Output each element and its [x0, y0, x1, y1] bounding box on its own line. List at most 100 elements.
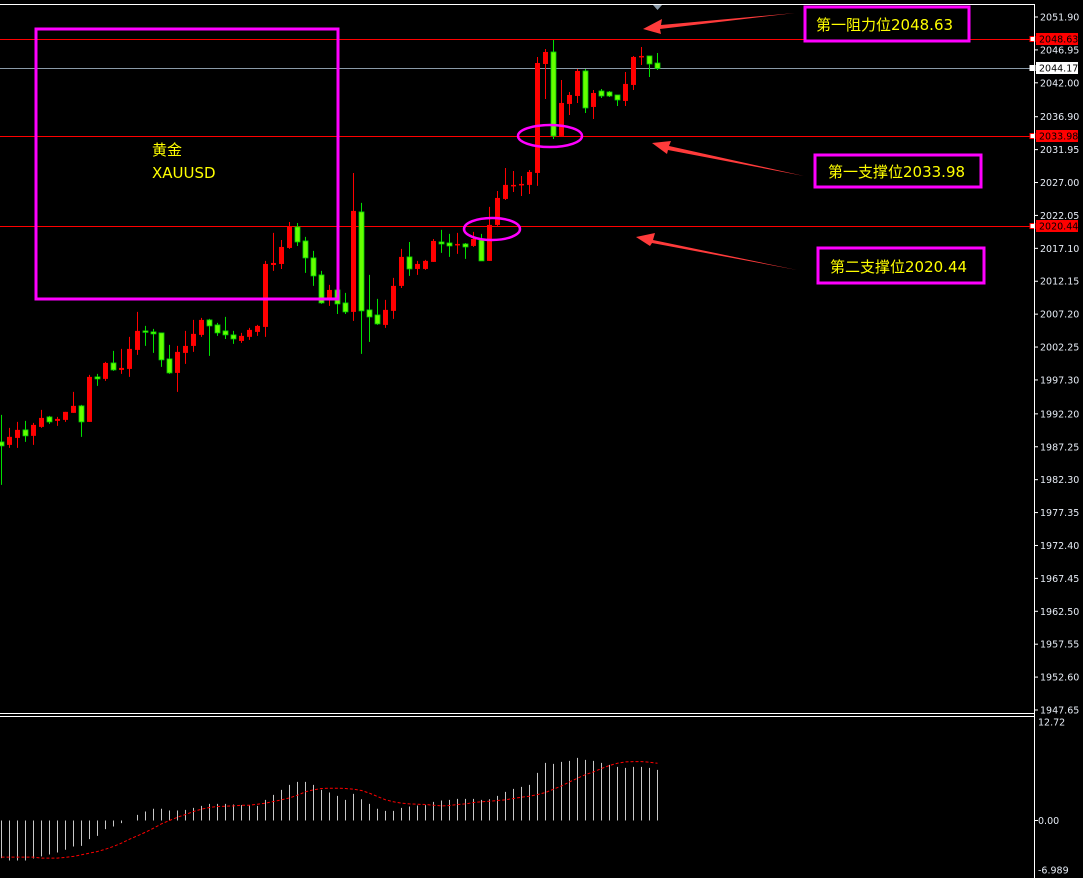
- candle-body: [46, 416, 53, 423]
- candle-body: [351, 210, 356, 312]
- candle-body: [7, 436, 12, 445]
- candle-body: [471, 238, 476, 246]
- price-tick-label: 2017.10: [1040, 244, 1079, 255]
- price-tag-label: 2033.98: [1039, 132, 1078, 143]
- candle-body: [206, 319, 213, 327]
- candle-bearish: [462, 242, 469, 259]
- price-tag: [1036, 33, 1078, 45]
- candle-bearish: [302, 236, 309, 273]
- candle-body: [567, 94, 572, 104]
- candle-body: [654, 62, 661, 69]
- price-tick-label: 2046.95: [1040, 45, 1079, 56]
- candle-body: [358, 211, 365, 312]
- arrow-icon: [652, 141, 804, 176]
- candle-bullish: [71, 391, 76, 413]
- candle-body: [199, 319, 204, 335]
- candle-bullish: [31, 422, 36, 445]
- candle-bullish: [351, 172, 356, 321]
- annotation-support-2: 第二支撑位2020.44: [816, 246, 986, 285]
- price-tick-label: 2002.25: [1040, 343, 1079, 354]
- macd-tick-label: -6.989: [1038, 866, 1069, 877]
- price-tag: [1036, 130, 1078, 142]
- candle-bullish: [575, 68, 580, 103]
- candle-body: [55, 418, 60, 421]
- candle-body: [78, 405, 85, 423]
- candle-bearish: [150, 328, 157, 353]
- candle-body: [39, 417, 44, 427]
- candle-body: [543, 51, 548, 64]
- macd-panel: [1, 757, 658, 861]
- candle-body: [183, 345, 188, 353]
- candle-bearish: [614, 94, 621, 106]
- candle-bullish: [271, 232, 276, 271]
- candle-body: [31, 424, 36, 436]
- candle-bullish: [119, 348, 124, 374]
- candle-body: [87, 376, 92, 422]
- candle-bullish: [591, 89, 596, 119]
- candle-bearish: [94, 373, 101, 386]
- candle-bullish: [183, 330, 188, 364]
- price-tag-label: 2048.63: [1039, 35, 1078, 46]
- candle-body: [310, 257, 317, 277]
- candle-bullish: [191, 319, 196, 352]
- chart-shift-marker-icon[interactable]: [653, 5, 662, 10]
- candle-body: [399, 256, 404, 286]
- candle-body: [0, 441, 5, 447]
- arrow-icon: [643, 13, 795, 34]
- candle-body: [455, 243, 460, 246]
- candle-bearish: [46, 415, 53, 424]
- candle-body: [342, 302, 349, 313]
- price-tick-label: 1972.40: [1040, 541, 1079, 552]
- candle-body: [639, 55, 644, 58]
- candle-body: [222, 330, 229, 336]
- price-tick-label: 1967.45: [1040, 574, 1079, 585]
- candle-bearish: [294, 222, 301, 246]
- candle-bearish: [78, 404, 85, 437]
- candle-body: [495, 197, 500, 225]
- candle-bearish: [654, 52, 661, 70]
- price-tick-label: 1987.25: [1040, 442, 1079, 453]
- price-tick-label: 2012.15: [1040, 277, 1079, 288]
- candle-body: [527, 171, 532, 185]
- candle-body: [15, 429, 20, 438]
- candle-body: [230, 334, 237, 340]
- candle-bullish: [519, 175, 524, 196]
- candle-bearish: [438, 229, 445, 253]
- candle-bearish: [582, 68, 589, 113]
- candle-bearish: [598, 88, 605, 98]
- candle-body: [423, 260, 428, 269]
- price-tag: [1036, 62, 1078, 74]
- candle-bullish: [7, 427, 12, 448]
- candle-body: [614, 94, 621, 101]
- candle-bullish: [639, 46, 644, 65]
- candle-bullish: [327, 284, 332, 306]
- price-tick-label: 1957.55: [1040, 640, 1079, 651]
- candle-body: [503, 184, 508, 199]
- candle-body: [519, 183, 524, 186]
- candle-body: [103, 362, 108, 379]
- candle-bearish: [366, 274, 373, 342]
- price-tick-label: 1997.30: [1040, 375, 1079, 386]
- candle-body: [487, 224, 492, 261]
- candle-bullish: [239, 332, 244, 343]
- macd-tick-label: 0.00: [1038, 816, 1059, 827]
- candle-body: [110, 362, 117, 371]
- candle-body: [591, 92, 596, 107]
- candle-body: [94, 376, 101, 380]
- candle-body: [623, 83, 628, 101]
- candle-bullish: [39, 409, 44, 428]
- price-tick-label: 1977.35: [1040, 508, 1079, 519]
- price-tick-label: 2027.00: [1040, 178, 1079, 189]
- candle-bullish: [631, 55, 636, 90]
- candle-body: [271, 262, 276, 265]
- candle-body: [511, 184, 516, 187]
- candle-bullish: [527, 169, 532, 194]
- symbol-name: 黄金: [152, 141, 182, 159]
- candle-bearish: [550, 40, 557, 139]
- candle-bearish: [358, 202, 365, 354]
- candle-bullish: [559, 79, 564, 137]
- price-tag-label: 2020.44: [1039, 222, 1078, 233]
- candle-body: [22, 429, 29, 437]
